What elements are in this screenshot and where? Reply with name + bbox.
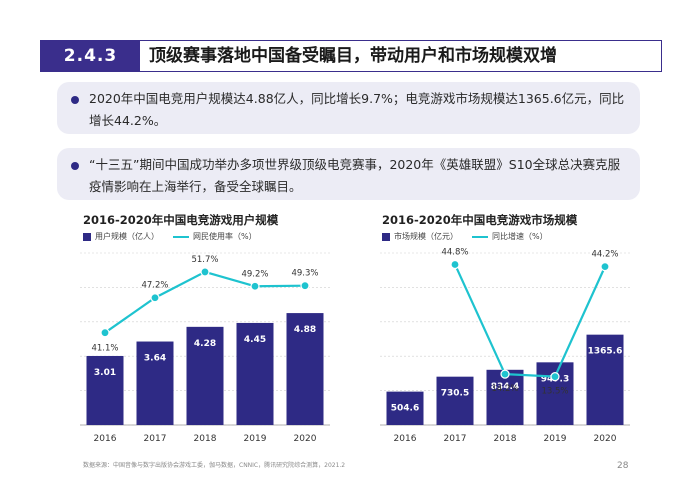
section-title-bar: 2.4.3 顶级赛事落地中国备受瞩目，带动用户和市场规模双增 [40,40,662,72]
bullet-box-2: “十三五”期间中国成功举办多项世界级顶级电竞赛事，2020年《英雄联盟》S10全… [57,148,640,200]
legend-market: 市场规模（亿元） 同比增速（%） [382,231,548,242]
x-tick-label: 2018 [494,434,517,444]
line-value-label: 13.5% [541,387,568,397]
bar-value-label: 1365.6 [588,347,623,357]
series-line [453,264,607,378]
legend-bar-swatch [83,232,91,241]
line-point [300,281,310,291]
legend-bar-swatch [382,232,390,241]
bar-2017 [136,341,174,425]
chart-market: 504.62016730.52017834.42018947.320191365… [380,247,630,444]
legend-bar-label: 用户规模（亿人） [95,232,159,241]
line-point [450,259,460,270]
bar-2020 [286,313,324,425]
bar-2016 [86,355,124,425]
bar-value-label: 504.6 [391,404,419,414]
x-tick-label: 2019 [544,434,567,444]
line-point [100,328,110,338]
x-tick-label: 2017 [444,434,467,444]
line-value-label: 41.1% [91,344,118,354]
line-point [500,369,510,379]
bullet-dot-icon [71,162,79,170]
line-value-label: 49.3% [291,269,318,279]
x-tick-label: 2018 [194,434,217,444]
line-value-label: 44.2% [591,250,618,260]
line-point [150,293,160,303]
bar-value-label: 834.4 [491,382,519,392]
legend-users: 用户规模（亿人） 网民使用率（%） [83,231,257,242]
x-tick-label: 2016 [394,434,417,444]
legend-line-label: 网民使用率（%） [193,232,257,241]
bullet-text-1: 2020年中国电竞用户规模达4.88亿人，同比增长9.7%；电竞游戏市场规模达1… [89,91,625,128]
bar-value-label: 4.45 [244,335,266,345]
section-title: 顶级赛事落地中国备受瞩目，带动用户和市场规模双增 [149,46,557,66]
bar-2019 [236,322,274,425]
line-point [200,267,210,277]
bar-2017 [436,376,474,425]
line-value-label: 14.2% [491,384,518,394]
chart-title-users: 2016-2020年中国电竞游戏用户规模 [83,213,279,227]
bar-value-label: 3.64 [144,354,166,364]
legend-line-swatch [173,235,189,238]
bar-2018 [186,326,224,425]
bullet-box-1: 2020年中国电竞用户规模达4.88亿人，同比增长9.7%；电竞游戏市场规模达1… [57,82,640,134]
page-number: 28 [617,461,629,471]
line-point [550,372,560,382]
legend-bar-label: 市场规模（亿元） [394,232,458,241]
line-value-label: 47.2% [141,281,168,291]
bar-2016 [386,391,424,425]
bar-2018 [486,369,524,425]
series-line [104,270,306,334]
bar-value-label: 730.5 [441,389,469,399]
x-tick-label: 2020 [594,434,617,444]
bar-value-label: 3.01 [94,368,116,378]
x-tick-label: 2017 [144,434,167,444]
x-tick-label: 2016 [94,434,117,444]
legend-line-label: 同比增速（%） [492,232,548,241]
bullet-text-2: “十三五”期间中国成功举办多项世界级顶级电竞赛事，2020年《英雄联盟》S10全… [89,157,621,194]
chart-users: 3.01 2016 3.64 2017 4.28 2018 4.45 2019 4.88 2020… [80,252,330,444]
line-value-label: 44.8% [441,247,468,257]
line-value-label: 49.2% [241,269,268,279]
chart-title-market: 2016-2020年中国电竞游戏市场规模 [382,213,578,227]
line-point [250,281,260,291]
legend-line-swatch [472,235,488,238]
x-tick-label: 2019 [244,434,267,444]
bar-value-label: 4.88 [294,325,316,335]
bar-2020 [586,334,624,425]
source-note: 数据来源：中国音像与数字出版协会游戏工委，伽马数据，CNNIC，腾讯研究院综合测… [83,462,346,469]
x-tick-label: 2020 [294,434,317,444]
line-value-label: 51.7% [191,255,218,265]
line-point [600,262,610,272]
bullet-dot-icon [71,96,79,104]
bar-value-label: 4.28 [194,339,216,349]
section-number: 2.4.3 [41,41,140,71]
